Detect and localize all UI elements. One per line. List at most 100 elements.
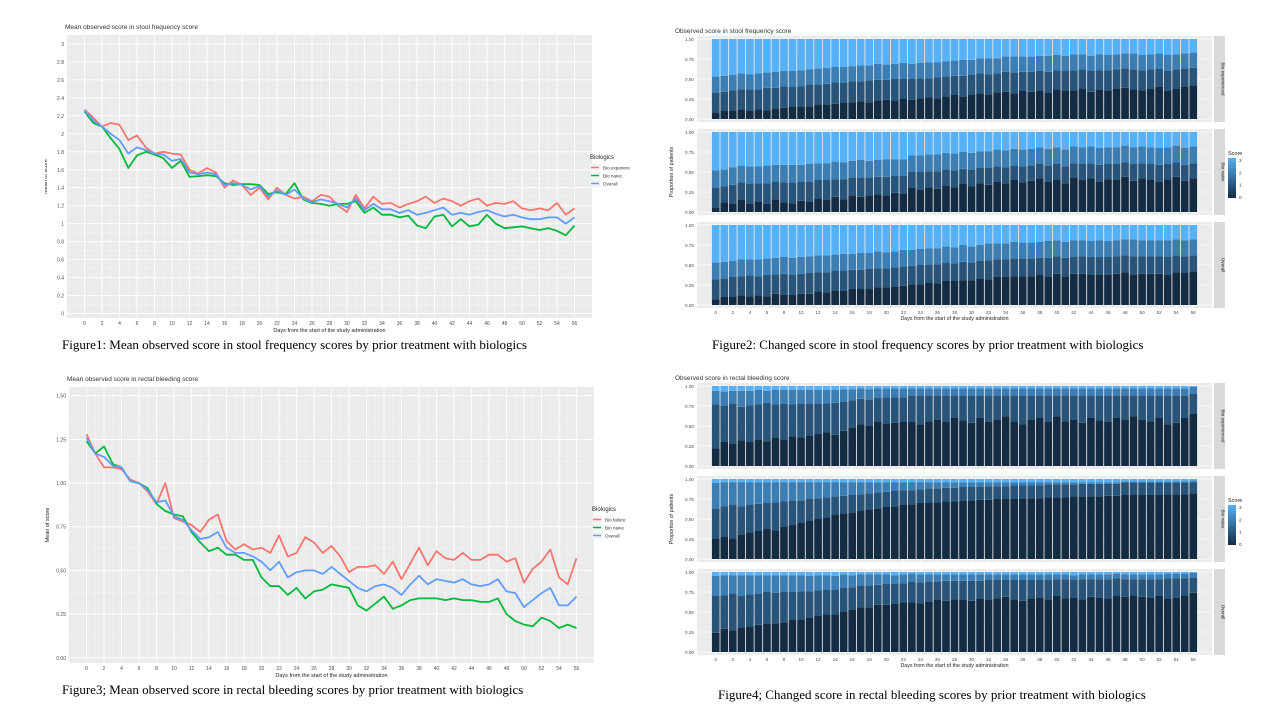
bar-segment-score-2 bbox=[1010, 258, 1019, 277]
bar-segment-score-1 bbox=[856, 253, 865, 270]
series-line-3 bbox=[83, 109, 576, 225]
bar-segment-score-3 bbox=[1087, 91, 1095, 119]
bar-segment-score-0 bbox=[1180, 39, 1189, 54]
bar-segment-score-1 bbox=[942, 388, 950, 396]
bar-segment-score-0 bbox=[711, 39, 720, 77]
bar-segment-score-0 bbox=[856, 132, 865, 160]
bar-segment-score-3 bbox=[1010, 93, 1019, 119]
bar-segment-score-3 bbox=[1010, 180, 1019, 212]
y-tick-label: 0.2 bbox=[57, 294, 64, 300]
bar-segment-score-3 bbox=[993, 419, 1001, 466]
bar-segment-score-0 bbox=[848, 572, 857, 576]
bar-segment-score-1 bbox=[1112, 240, 1121, 257]
x-tick-label: 12 bbox=[816, 310, 822, 315]
bar-segment-score-3 bbox=[976, 278, 984, 305]
bar-segment-score-2 bbox=[967, 395, 976, 423]
bar-segment-score-1 bbox=[814, 390, 822, 404]
bar-segment-score-2 bbox=[984, 74, 993, 95]
bar-segment-score-0 bbox=[746, 225, 754, 260]
bar-segment-score-2 bbox=[1070, 70, 1078, 91]
bar-segment-score-0 bbox=[1027, 572, 1036, 575]
bar-segment-score-2 bbox=[1087, 257, 1095, 275]
bar-segment-score-1 bbox=[1155, 148, 1163, 165]
x-tick-label: 22 bbox=[276, 666, 282, 672]
bar-segment-score-1 bbox=[1180, 388, 1189, 396]
bar-segment-score-3 bbox=[1010, 499, 1019, 559]
x-tick-label: 0 bbox=[83, 321, 86, 327]
bar-segment-score-1 bbox=[942, 482, 950, 488]
bar-segment-score-1 bbox=[1189, 386, 1198, 394]
bar-segment-score-2 bbox=[848, 495, 857, 513]
facet-strip bbox=[1214, 36, 1225, 122]
bar-segment-score-1 bbox=[831, 482, 839, 497]
y-tick-label: 1.00 bbox=[685, 37, 694, 42]
bar-segment-score-1 bbox=[1070, 482, 1078, 485]
bar-segment-score-0 bbox=[1018, 39, 1027, 57]
bar-segment-score-0 bbox=[797, 39, 805, 71]
facet-strip bbox=[1214, 569, 1225, 655]
bar-segment-score-2 bbox=[1018, 71, 1027, 91]
bar-segment-score-3 bbox=[1146, 88, 1155, 119]
bar-segment-score-0 bbox=[1163, 479, 1172, 482]
bar-segment-score-3 bbox=[993, 181, 1001, 212]
bar-segment-score-3 bbox=[1078, 180, 1087, 212]
bar-segment-score-0 bbox=[942, 132, 950, 153]
x-tick-label: 0 bbox=[714, 310, 717, 315]
bar-segment-score-3 bbox=[1172, 494, 1181, 559]
bar-segment-score-3 bbox=[933, 283, 942, 305]
bar-segment-score-1 bbox=[1095, 148, 1104, 165]
bar-segment-score-3 bbox=[1104, 598, 1112, 652]
bar-segment-score-3 bbox=[890, 286, 899, 305]
bar-segment-score-1 bbox=[1129, 239, 1138, 257]
x-tick-label: 12 bbox=[189, 666, 195, 672]
bar-segment-score-2 bbox=[1112, 483, 1121, 496]
bar-segment-score-1 bbox=[814, 68, 822, 85]
bar-segment-score-2 bbox=[925, 581, 933, 602]
bar-segment-score-3 bbox=[1180, 180, 1189, 212]
bar-segment-score-0 bbox=[1138, 572, 1146, 575]
bar-segment-score-2 bbox=[950, 580, 959, 600]
bar-segment-score-1 bbox=[754, 73, 763, 90]
bar-segment-score-2 bbox=[1078, 256, 1087, 274]
x-tick-label: 6 bbox=[136, 321, 139, 327]
bar-segment-score-3 bbox=[839, 513, 848, 559]
bar-segment-score-3 bbox=[1078, 88, 1087, 119]
bar-segment-score-3 bbox=[1163, 494, 1172, 559]
bar-segment-score-0 bbox=[814, 572, 822, 576]
bar-segment-score-2 bbox=[746, 275, 754, 297]
bar-segment-score-3 bbox=[916, 603, 925, 652]
figure-1-chart: Mean observed score in stool frequency s… bbox=[43, 20, 636, 334]
bar-segment-score-1 bbox=[848, 482, 857, 495]
bar-segment-score-3 bbox=[899, 602, 908, 652]
x-tick-label: 36 bbox=[399, 666, 405, 672]
bar-segment-score-0 bbox=[720, 386, 729, 392]
bar-segment-score-1 bbox=[1078, 482, 1087, 484]
bar-segment-score-1 bbox=[1129, 147, 1138, 164]
y-tick-label: 2.4 bbox=[57, 96, 64, 102]
bar-segment-score-3 bbox=[865, 196, 874, 212]
bar-segment-score-3 bbox=[728, 297, 737, 305]
y-tick-label: 0.00 bbox=[685, 464, 694, 469]
bar-segment-score-3 bbox=[746, 204, 754, 212]
bar-segment-score-0 bbox=[771, 479, 780, 483]
bar-segment-score-3 bbox=[763, 441, 771, 466]
bar-segment-score-0 bbox=[848, 39, 857, 67]
bar-segment-score-2 bbox=[984, 580, 993, 600]
bar-segment-score-0 bbox=[711, 479, 720, 483]
bar-segment-score-0 bbox=[1121, 386, 1129, 389]
bar-segment-score-1 bbox=[1138, 574, 1146, 580]
bar-segment-score-3 bbox=[1172, 272, 1181, 305]
bar-segment-score-2 bbox=[780, 592, 788, 623]
x-tick-label: 42 bbox=[449, 321, 455, 327]
bar-segment-score-0 bbox=[1070, 225, 1078, 241]
bar-segment-score-0 bbox=[1078, 386, 1087, 389]
bar-segment-score-3 bbox=[1001, 596, 1010, 652]
bar-segment-score-2 bbox=[942, 76, 950, 97]
bar-segment-score-2 bbox=[908, 395, 916, 422]
y-tick-label: 0.75 bbox=[685, 57, 694, 62]
bar-segment-score-0 bbox=[1146, 386, 1155, 389]
bar-segment-score-0 bbox=[959, 132, 967, 152]
bar-segment-score-0 bbox=[763, 572, 771, 576]
bar-segment-score-0 bbox=[959, 572, 967, 575]
bar-segment-score-1 bbox=[976, 245, 984, 261]
